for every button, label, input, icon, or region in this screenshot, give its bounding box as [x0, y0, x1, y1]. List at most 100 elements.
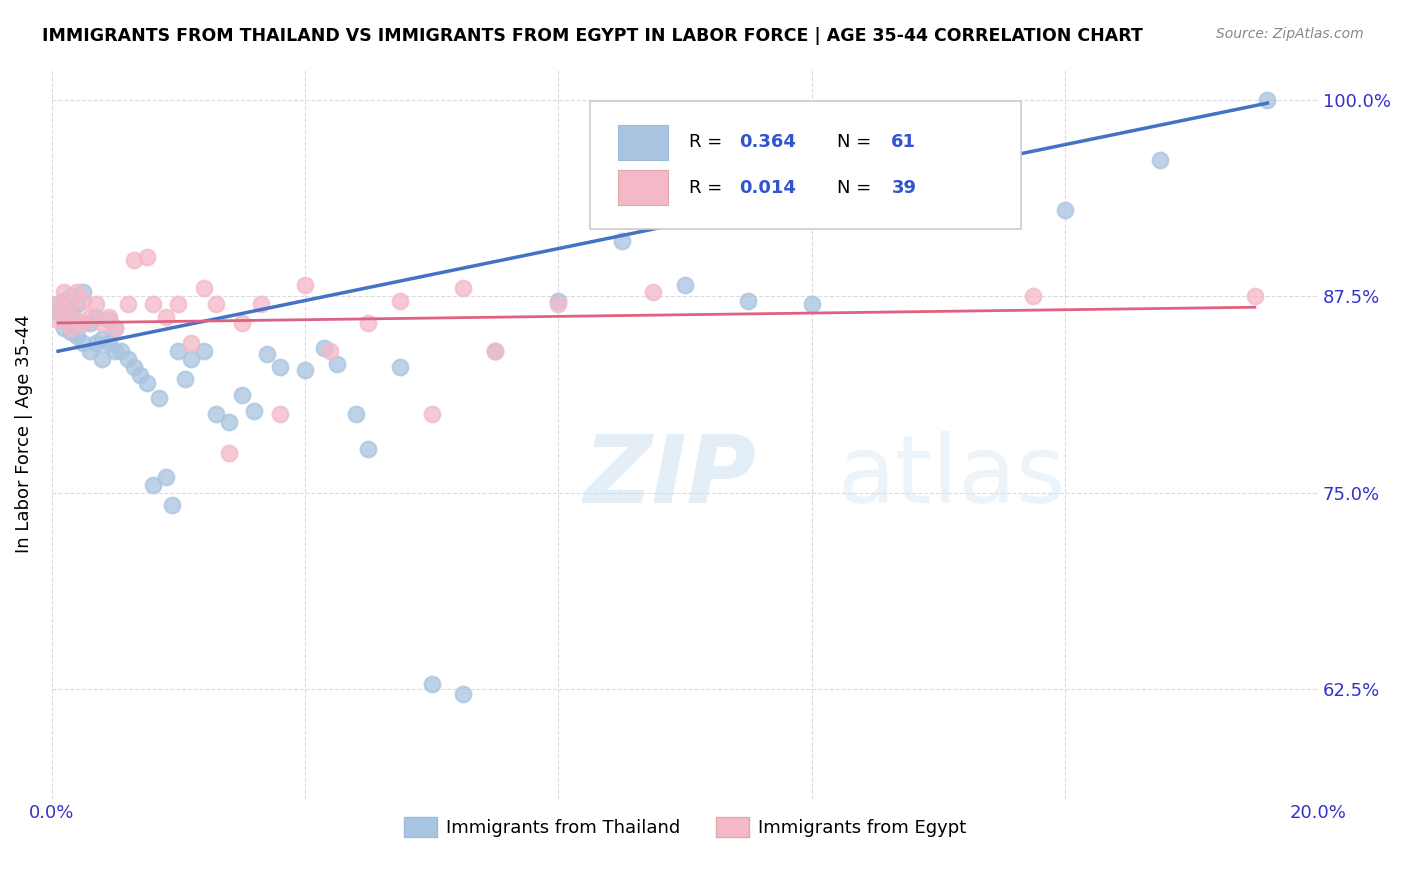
Point [72, 316, 94, 330]
Point [193, 344, 215, 359]
Point [643, 285, 665, 299]
Point [256, 347, 278, 361]
Text: 0.364: 0.364 [740, 133, 796, 152]
Point [117, 352, 139, 367]
Point [79, 310, 101, 324]
Point [231, 316, 253, 330]
Point [59, 297, 82, 311]
Point [325, 357, 347, 371]
Point [46, 305, 69, 319]
Point [46, 313, 69, 327]
Point [1022, 289, 1045, 303]
Point [59, 313, 82, 327]
Text: N =: N = [837, 133, 877, 152]
Text: atlas: atlas [837, 432, 1066, 524]
Point [453, 687, 475, 701]
Point [97, 310, 120, 324]
Point [53, 313, 76, 327]
Point [122, 359, 145, 374]
Point [294, 278, 316, 293]
Point [129, 368, 152, 382]
Bar [617, 125, 668, 160]
Legend: Immigrants from Thailand, Immigrants from Egypt: Immigrants from Thailand, Immigrants fro… [396, 809, 973, 845]
Point [91, 332, 114, 346]
Point [484, 344, 506, 359]
Text: 61: 61 [891, 133, 917, 152]
Point [160, 498, 183, 512]
Point [269, 407, 291, 421]
Point [53, 293, 76, 308]
Point [294, 363, 316, 377]
Point [97, 336, 120, 351]
Point [173, 372, 195, 386]
Text: Source: ZipAtlas.com: Source: ZipAtlas.com [1216, 27, 1364, 41]
Point [142, 477, 165, 491]
Point [104, 320, 127, 334]
Point [155, 310, 177, 324]
Point [927, 153, 949, 167]
Point [66, 313, 89, 327]
Point [72, 285, 94, 299]
Text: N =: N = [837, 178, 877, 196]
FancyBboxPatch shape [591, 102, 1021, 229]
Point [135, 250, 157, 264]
Point [1149, 153, 1171, 167]
Point [453, 281, 475, 295]
Point [53, 285, 76, 299]
Point [269, 359, 291, 374]
Point [388, 293, 411, 308]
Point [66, 297, 89, 311]
Point [59, 320, 82, 334]
Point [249, 297, 271, 311]
Point [84, 310, 107, 324]
Point [135, 376, 157, 390]
Point [1243, 289, 1265, 303]
Point [110, 344, 132, 359]
Point [800, 297, 823, 311]
Point [205, 297, 228, 311]
Point [180, 336, 202, 351]
Point [46, 297, 69, 311]
Point [737, 293, 759, 308]
Point [104, 320, 127, 334]
Point [53, 320, 76, 334]
Point [53, 305, 76, 319]
Point [218, 446, 240, 460]
Point [66, 328, 89, 343]
Point [79, 316, 101, 330]
Point [72, 316, 94, 330]
Y-axis label: In Labor Force | Age 35-44: In Labor Force | Age 35-44 [15, 314, 32, 553]
Point [122, 253, 145, 268]
Point [610, 234, 633, 248]
Point [66, 285, 89, 299]
Point [59, 289, 82, 303]
Point [167, 297, 190, 311]
Point [46, 297, 69, 311]
Point [142, 297, 165, 311]
Point [84, 297, 107, 311]
Point [84, 336, 107, 351]
Point [231, 388, 253, 402]
Point [312, 341, 335, 355]
Point [243, 404, 266, 418]
Point [673, 278, 696, 293]
Point [484, 344, 506, 359]
Point [357, 442, 380, 456]
Text: 0.014: 0.014 [740, 178, 796, 196]
Point [180, 352, 202, 367]
Point [72, 293, 94, 308]
Point [72, 336, 94, 351]
Point [547, 297, 569, 311]
Text: 39: 39 [891, 178, 917, 196]
Point [1256, 93, 1278, 107]
Point [205, 407, 228, 421]
Point [319, 344, 342, 359]
Point [193, 281, 215, 295]
Point [167, 344, 190, 359]
Point [388, 359, 411, 374]
Bar [617, 170, 668, 205]
Text: ZIP: ZIP [583, 432, 756, 524]
Point [420, 407, 443, 421]
Point [117, 297, 139, 311]
Point [357, 316, 380, 330]
